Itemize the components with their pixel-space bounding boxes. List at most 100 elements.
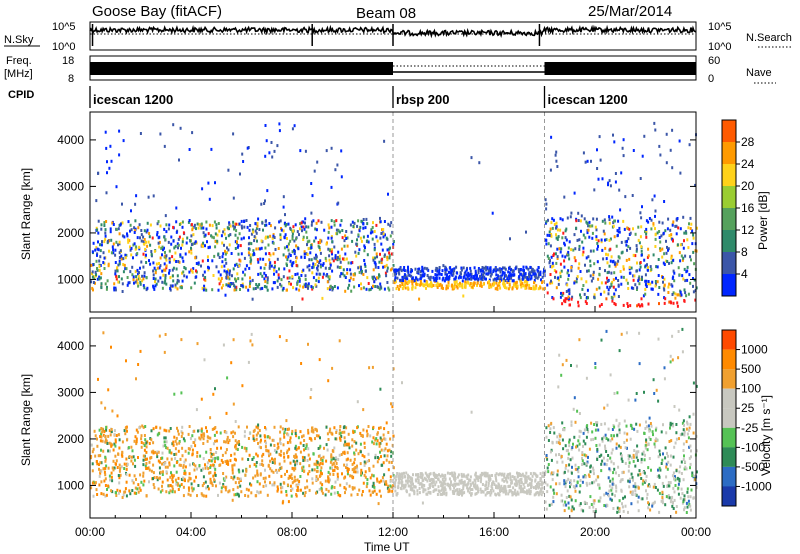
range-cell bbox=[426, 281, 429, 285]
range-cell bbox=[217, 270, 220, 274]
range-cell bbox=[229, 459, 232, 463]
range-cell bbox=[360, 271, 363, 275]
range-cell bbox=[383, 437, 386, 441]
range-cell bbox=[172, 440, 175, 444]
range-cell bbox=[274, 248, 277, 251]
range-cell bbox=[428, 474, 430, 478]
range-cell bbox=[636, 458, 639, 462]
range-cell bbox=[449, 483, 452, 487]
range-cell bbox=[264, 219, 267, 223]
range-cell bbox=[213, 471, 216, 475]
range-cell bbox=[108, 441, 111, 445]
range-cell bbox=[119, 489, 121, 493]
range-cell bbox=[482, 472, 485, 476]
range-cell bbox=[255, 461, 258, 464]
range-cell bbox=[339, 260, 342, 264]
range-cell bbox=[130, 459, 133, 463]
range-cell bbox=[671, 501, 674, 505]
range-cell bbox=[635, 392, 638, 395]
range-cell bbox=[433, 278, 436, 282]
range-cell bbox=[150, 250, 153, 253]
range-cell bbox=[551, 217, 554, 221]
range-cell bbox=[245, 487, 248, 491]
range-cell bbox=[342, 451, 344, 455]
range-cell bbox=[452, 285, 455, 289]
range-cell bbox=[278, 462, 281, 466]
range-cell bbox=[481, 266, 484, 269]
range-cell bbox=[665, 161, 668, 165]
range-cell bbox=[591, 430, 594, 434]
range-cell bbox=[187, 451, 190, 455]
range-cell bbox=[188, 219, 191, 222]
range-cell bbox=[220, 277, 223, 280]
range-cell bbox=[530, 486, 532, 490]
range-cell bbox=[245, 219, 248, 222]
range-cell bbox=[345, 482, 348, 486]
range-cell bbox=[326, 448, 329, 452]
range-cell bbox=[251, 343, 254, 347]
range-cell bbox=[640, 216, 643, 220]
range-cell bbox=[145, 253, 147, 257]
range-cell bbox=[131, 449, 134, 453]
range-cell bbox=[174, 439, 177, 443]
range-cell bbox=[173, 453, 176, 456]
range-cell bbox=[570, 266, 573, 269]
range-cell bbox=[168, 484, 171, 488]
range-cell bbox=[317, 241, 320, 244]
range-cell bbox=[268, 436, 271, 440]
range-cell bbox=[242, 270, 245, 274]
range-cell bbox=[563, 479, 566, 483]
range-cell bbox=[152, 273, 155, 277]
range-cell bbox=[255, 437, 258, 441]
range-cell bbox=[201, 286, 204, 290]
range-cell bbox=[680, 293, 683, 297]
range-cell bbox=[357, 251, 360, 255]
range-cell bbox=[171, 487, 174, 491]
range-cell bbox=[588, 482, 591, 486]
range-cell bbox=[96, 268, 99, 272]
range-cell bbox=[622, 303, 625, 307]
range-cell bbox=[550, 221, 553, 225]
range-cell bbox=[445, 268, 448, 272]
range-cell bbox=[598, 455, 601, 458]
range-cell bbox=[110, 489, 113, 493]
range-cell bbox=[670, 498, 673, 502]
range-cell bbox=[173, 246, 176, 250]
range-cell bbox=[574, 259, 577, 263]
range-cell bbox=[665, 495, 668, 499]
range-cell bbox=[424, 477, 427, 481]
freq-trace bbox=[90, 62, 696, 75]
range-cell bbox=[276, 442, 279, 446]
range-cell bbox=[417, 481, 420, 484]
range-cell bbox=[101, 439, 104, 443]
colorbar-tick-label: 16 bbox=[741, 201, 755, 215]
range-cell bbox=[208, 459, 211, 463]
range-cell bbox=[225, 462, 228, 465]
range-cell bbox=[103, 479, 106, 483]
range-cell bbox=[373, 485, 376, 489]
range-cell bbox=[561, 302, 564, 306]
range-cell bbox=[335, 228, 338, 232]
range-cell bbox=[159, 256, 162, 260]
range-cell bbox=[163, 428, 166, 432]
range-cell bbox=[577, 219, 580, 222]
range-cell bbox=[609, 497, 612, 501]
range-cell bbox=[595, 235, 598, 239]
range-cell bbox=[674, 296, 677, 300]
range-cell bbox=[577, 475, 580, 479]
range-cell bbox=[641, 452, 644, 456]
range-cell bbox=[308, 457, 311, 461]
range-cell bbox=[613, 271, 616, 275]
range-cell bbox=[485, 272, 488, 276]
range-cell bbox=[261, 221, 264, 225]
range-cell bbox=[453, 269, 455, 273]
range-cell bbox=[449, 472, 452, 476]
range-cell bbox=[383, 255, 386, 258]
range-cell bbox=[362, 481, 365, 485]
range-cell bbox=[98, 268, 101, 272]
range-cell bbox=[456, 475, 459, 479]
nsearch-tick-bottom: 10^0 bbox=[708, 41, 732, 53]
range-cell bbox=[618, 349, 621, 353]
range-cell bbox=[111, 466, 114, 470]
range-cell bbox=[105, 191, 108, 195]
